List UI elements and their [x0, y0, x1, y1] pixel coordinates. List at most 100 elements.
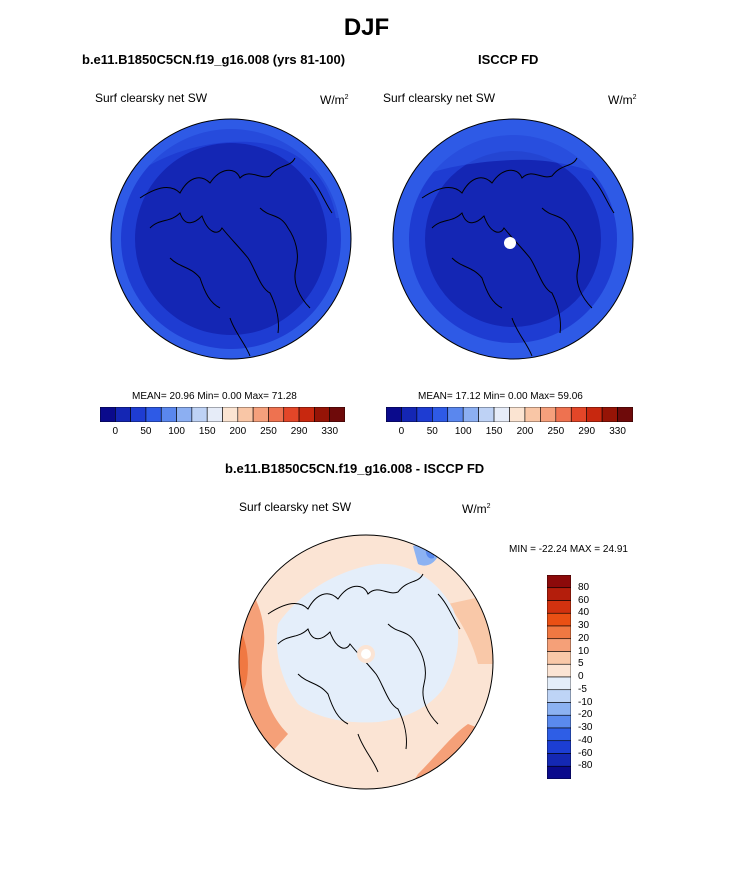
diff-colorbar-tick-label: -60 — [578, 747, 593, 759]
panel-2-colorbar-tick-label: 200 — [516, 426, 534, 437]
panel-1-colorbar-swatch — [145, 407, 162, 422]
panel-2-colorbar-tick-label: 150 — [485, 426, 503, 437]
diff-colorbar-swatch — [547, 765, 571, 779]
panel-2-units: W/m2 — [608, 93, 637, 107]
diff-colorbar-swatch — [547, 714, 571, 729]
panel-1-map — [110, 118, 352, 360]
panel-1-colorbar-tick-label: 50 — [140, 426, 152, 437]
diff-colorbar-tick-label: -80 — [578, 760, 593, 772]
panel-1-colorbar-tick-label: 150 — [198, 426, 216, 437]
panel-1-colorbar-tick-label: 290 — [290, 426, 308, 437]
diff-panel-variable-label: Surf clearsky net SW — [239, 500, 352, 514]
panel-1-colorbar-tick-label: 100 — [168, 426, 185, 437]
panel-2-colorbar-swatch — [432, 407, 449, 422]
panel-2-colorbar-tick-label: 0 — [398, 426, 405, 437]
panel-1-colorbar-swatch — [115, 407, 131, 422]
panel-2-variable-label: Surf clearsky net SW — [383, 91, 496, 105]
panel-2-colorbar-swatch — [493, 407, 510, 422]
diff-colorbar-swatch — [547, 600, 571, 614]
diff-colorbar-swatch — [547, 651, 571, 665]
panel-1-colorbar-tick-label: 250 — [260, 426, 277, 437]
diff-colorbar-swatch — [547, 740, 571, 754]
panel-2-colorbar-swatch — [540, 407, 557, 422]
panel-2-colorbar-swatch — [386, 407, 402, 422]
panel-2-colorbar-swatch — [524, 407, 541, 422]
panel-2-colorbar-swatch — [586, 407, 603, 422]
panel-1-colorbar-swatch — [176, 407, 193, 422]
panel-2-colorbar-tick-label: 330 — [609, 426, 626, 437]
diff-panel-title: b.e11.B1850C5CN.f19_g16.008 - ISCCP FD — [225, 461, 485, 476]
diff-colorbar-tick-label: 10 — [578, 645, 590, 657]
panel-1-colorbar-swatch — [191, 407, 208, 422]
diff-panel-map — [238, 534, 494, 790]
diff-colorbar-swatch — [547, 689, 571, 703]
panel-2-colorbar-swatch — [570, 407, 587, 422]
panel-1-colorbar-swatch — [237, 407, 254, 422]
diff-colorbar-swatch — [547, 702, 571, 716]
panel-2-colorbar-swatch — [478, 407, 495, 422]
diff-colorbar-tick-label: -20 — [578, 709, 593, 721]
diff-colorbar — [547, 575, 571, 779]
panel-1-colorbar-swatch — [160, 407, 177, 422]
diff-colorbar-tick-label: -10 — [578, 696, 593, 708]
panel-1-colorbar-swatch — [100, 407, 116, 422]
diff-colorbar-swatch — [547, 612, 571, 627]
panel-1-colorbar-swatch — [329, 407, 345, 422]
diff-colorbar-swatch — [547, 663, 571, 678]
diff-colorbar-tick-label: 80 — [578, 581, 590, 593]
diff-panel-coastline — [267, 573, 461, 773]
diff-colorbar-swatch — [547, 727, 571, 742]
panel-1-variable-label: Surf clearsky net SW — [95, 91, 208, 105]
diff-panel-units: W/m2 — [462, 502, 491, 516]
panel-2-colorbar — [386, 407, 633, 422]
panel-1-colorbar-tick-label: 330 — [321, 426, 339, 437]
panel-2-colorbar-swatch — [555, 407, 572, 422]
panel-1-colorbar-swatch — [283, 407, 300, 422]
panel-1-colorbar-swatch — [130, 407, 147, 422]
diff-colorbar-tick-label: -5 — [578, 683, 587, 695]
panel-1-colorbar-swatch — [222, 407, 239, 422]
panel-1-stats: MEAN= 20.96 Min= 0.00 Max= 71.28 — [132, 391, 297, 402]
panel-1-colorbar — [100, 407, 345, 422]
panel-1-coastline — [139, 157, 333, 357]
panel-2-colorbar-tick-label: 50 — [426, 426, 438, 437]
panel-2-colorbar-swatch — [601, 407, 618, 422]
panel-1-title: b.e11.B1850C5CN.f19_g16.008 (yrs 81-100) — [82, 52, 346, 67]
diff-colorbar-swatch — [547, 753, 571, 767]
main-title: DJF — [343, 14, 390, 41]
panel-2-colorbar-swatch — [447, 407, 464, 422]
panel-2-coastline — [421, 157, 615, 357]
diff-colorbar-swatch — [547, 625, 571, 640]
panel-1-colorbar-swatch — [298, 407, 315, 422]
panel-2-colorbar-swatch — [401, 407, 418, 422]
diff-colorbar-tick-label: -40 — [578, 734, 593, 746]
panel-2-colorbar-tick-label: 250 — [547, 426, 565, 437]
diff-colorbar-tick-label: 60 — [578, 594, 590, 606]
panel-1-colorbar-swatch — [314, 407, 330, 422]
diff-panel-missing-pole — [361, 649, 371, 659]
panel-2-colorbar-ticks: 0 50 100 150 200 250 290 330 — [386, 426, 633, 440]
panel-2-title: ISCCP FD — [478, 52, 539, 67]
diff-colorbar-swatch — [547, 638, 571, 652]
panel-2-colorbar-swatch — [462, 407, 479, 422]
diff-colorbar-ticks: 80 60 40 30 20 10 5 0 -5 -10 -20 -30 -40 -60 -80 — [578, 575, 618, 779]
diff-colorbar-swatch — [547, 587, 571, 601]
diff-panel-central-anomaly — [276, 563, 459, 723]
panel-2-colorbar-tick-label: 100 — [454, 426, 472, 437]
panel-2-missing-pole — [504, 237, 516, 249]
panel-2-colorbar-swatch — [509, 407, 526, 422]
diff-colorbar-swatch — [547, 676, 571, 691]
panel-1-colorbar-tick-label: 0 — [112, 426, 119, 437]
diff-colorbar-tick-label: 30 — [578, 620, 590, 631]
diff-colorbar-tick-label: 5 — [578, 658, 584, 670]
panel-1-units: W/m2 — [320, 93, 349, 107]
diff-panel-stats: MIN = -22.24 MAX = 24.91 — [509, 544, 628, 555]
panel-2-map — [392, 118, 634, 360]
diff-colorbar-tick-label: 0 — [578, 671, 584, 682]
panel-1-colorbar-swatch — [268, 407, 285, 422]
panel-1-colorbar-ticks: 0 50 100 150 200 250 290 330 — [100, 426, 345, 440]
diff-colorbar-tick-label: 40 — [578, 607, 590, 619]
diff-colorbar-tick-label: -30 — [578, 722, 593, 733]
panel-2-colorbar-swatch — [617, 407, 633, 422]
panel-2-colorbar-swatch — [416, 407, 433, 422]
